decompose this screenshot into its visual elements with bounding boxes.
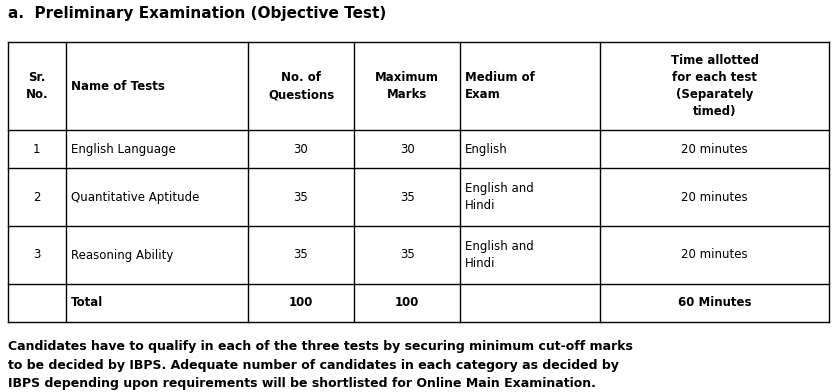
Text: Time allotted
for each test
(Separately
timed): Time allotted for each test (Separately … (670, 54, 757, 118)
Text: English: English (465, 143, 507, 156)
Text: Quantitative Aptitude: Quantitative Aptitude (70, 191, 199, 203)
Text: 20 minutes: 20 minutes (681, 249, 747, 261)
Text: 100: 100 (395, 296, 419, 310)
Text: 60 Minutes: 60 Minutes (677, 296, 751, 310)
Text: Reasoning Ability: Reasoning Ability (70, 249, 173, 261)
Text: 35: 35 (293, 249, 308, 261)
Text: English and
Hindi: English and Hindi (465, 240, 533, 270)
Text: 100: 100 (288, 296, 313, 310)
Text: Name of Tests: Name of Tests (70, 80, 165, 93)
Text: English and
Hindi: English and Hindi (465, 182, 533, 212)
Text: 20 minutes: 20 minutes (681, 143, 747, 156)
Text: a.  Preliminary Examination (Objective Test): a. Preliminary Examination (Objective Te… (8, 6, 385, 21)
Text: Sr.
No.: Sr. No. (25, 71, 48, 101)
Text: Candidates have to qualify in each of the three tests by securing minimum cut-of: Candidates have to qualify in each of th… (8, 340, 632, 390)
Text: 35: 35 (400, 191, 414, 203)
Text: 2: 2 (33, 191, 40, 203)
Text: 30: 30 (293, 143, 308, 156)
Text: No. of
Questions: No. of Questions (268, 71, 334, 101)
Text: 3: 3 (33, 249, 40, 261)
Text: 30: 30 (400, 143, 414, 156)
Text: English Language: English Language (70, 143, 176, 156)
Text: 35: 35 (293, 191, 308, 203)
Text: 1: 1 (33, 143, 40, 156)
Text: 20 minutes: 20 minutes (681, 191, 747, 203)
Text: Medium of
Exam: Medium of Exam (465, 71, 534, 101)
Text: 35: 35 (400, 249, 414, 261)
Text: Maximum
Marks: Maximum Marks (375, 71, 438, 101)
Text: Total: Total (70, 296, 103, 310)
